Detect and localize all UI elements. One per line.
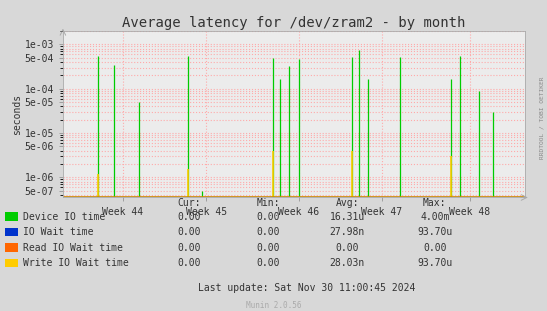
Text: Device IO time: Device IO time: [23, 212, 105, 222]
Text: 0.00: 0.00: [336, 243, 359, 253]
Text: 0.00: 0.00: [257, 212, 280, 222]
Text: Min:: Min:: [257, 198, 280, 208]
Text: 16.31u: 16.31u: [330, 212, 365, 222]
Text: 0.00: 0.00: [257, 258, 280, 268]
Text: Max:: Max:: [423, 198, 446, 208]
Text: 28.03n: 28.03n: [330, 258, 365, 268]
Text: 0.00: 0.00: [177, 243, 200, 253]
Text: 0.00: 0.00: [257, 243, 280, 253]
Text: 93.70u: 93.70u: [417, 227, 452, 237]
Text: Write IO Wait time: Write IO Wait time: [23, 258, 129, 268]
Text: 93.70u: 93.70u: [417, 258, 452, 268]
Text: 4.00m: 4.00m: [420, 212, 450, 222]
Text: Read IO Wait time: Read IO Wait time: [23, 243, 123, 253]
Text: 0.00: 0.00: [177, 227, 200, 237]
Text: 0.00: 0.00: [177, 212, 200, 222]
Title: Average latency for /dev/zram2 - by month: Average latency for /dev/zram2 - by mont…: [123, 16, 465, 30]
Text: Cur:: Cur:: [177, 198, 200, 208]
Y-axis label: seconds: seconds: [11, 94, 22, 135]
Text: Munin 2.0.56: Munin 2.0.56: [246, 301, 301, 310]
Text: 0.00: 0.00: [257, 227, 280, 237]
Text: IO Wait time: IO Wait time: [23, 227, 94, 237]
Text: RRDTOOL / TOBI OETIKER: RRDTOOL / TOBI OETIKER: [539, 77, 544, 160]
Text: 27.98n: 27.98n: [330, 227, 365, 237]
Text: 0.00: 0.00: [423, 243, 446, 253]
Text: Avg:: Avg:: [336, 198, 359, 208]
Text: 0.00: 0.00: [177, 258, 200, 268]
Text: Last update: Sat Nov 30 11:00:45 2024: Last update: Sat Nov 30 11:00:45 2024: [197, 283, 415, 293]
